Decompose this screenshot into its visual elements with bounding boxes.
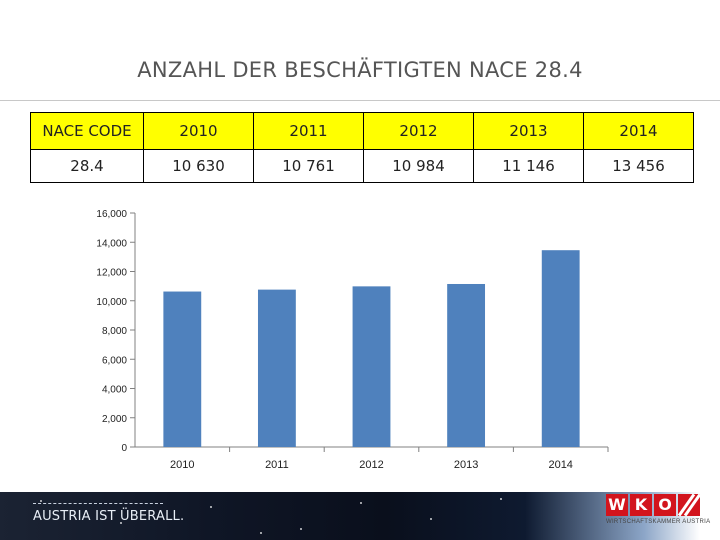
slogan-text: AUSTRIA IST ÜBERALL.	[33, 509, 185, 524]
y-tick-label: 8,000	[102, 326, 127, 337]
logo-slash-icon	[678, 494, 700, 516]
logo-boxes: W K O	[606, 494, 706, 516]
x-tick-label: 2011	[265, 459, 289, 471]
header-cell-2012: 2012	[363, 112, 474, 150]
row-cell-2010: 10 630	[143, 149, 254, 183]
bar	[257, 289, 296, 447]
star-decoration	[120, 522, 122, 524]
logo-letter-o: O	[654, 494, 676, 516]
y-tick-label: 2,000	[102, 414, 127, 425]
bar	[541, 250, 580, 447]
table-header-row: NACE CODE 2010 2011 2012 2013 2014	[30, 112, 694, 150]
row-cell-2014: 13 456	[583, 149, 694, 183]
y-tick-label: 14,000	[96, 238, 127, 249]
row-cell-code: 28.4	[30, 149, 144, 183]
y-tick-label: 12,000	[96, 268, 127, 279]
header-cell-nace-code: NACE CODE	[30, 112, 144, 150]
logo-tagline: WIRTSCHAFTSKAMMER AUSTRIA	[606, 519, 711, 525]
star-decoration	[40, 500, 42, 502]
x-tick-label: 2013	[454, 459, 478, 471]
star-decoration	[260, 532, 262, 534]
row-cell-2012: 10 984	[363, 149, 474, 183]
logo-letter-k: K	[630, 494, 652, 516]
star-decoration	[210, 506, 212, 508]
slogan-divider	[33, 503, 163, 504]
star-decoration	[430, 518, 432, 520]
logo-letter-w: W	[606, 494, 628, 516]
bar	[163, 291, 202, 447]
bar	[447, 283, 486, 447]
wko-logo: W K O WIRTSCHAFTSKAMMER AUSTRIA	[606, 494, 711, 534]
header-cell-2013: 2013	[473, 112, 584, 150]
y-tick-label: 4,000	[102, 385, 127, 396]
bar	[352, 286, 391, 447]
x-tick-label: 2010	[170, 459, 194, 471]
y-tick-label: 6,000	[102, 355, 127, 366]
star-decoration	[300, 528, 302, 530]
page-title: ANZAHL DER BESCHÄFTIGTEN NACE 28.4	[137, 58, 583, 82]
space-banner	[0, 492, 700, 540]
header-cell-2014: 2014	[583, 112, 694, 150]
row-cell-2013: 11 146	[473, 149, 584, 183]
star-decoration	[500, 498, 502, 500]
table-row: 28.4 10 630 10 761 10 984 11 146 13 456	[30, 149, 694, 183]
x-tick-label: 2014	[548, 459, 572, 471]
header-cell-2010: 2010	[143, 112, 254, 150]
row-cell-2011: 10 761	[253, 149, 364, 183]
header-cell-2011: 2011	[253, 112, 364, 150]
star-decoration	[360, 502, 362, 504]
title-divider	[0, 100, 720, 101]
employment-table: NACE CODE 2010 2011 2012 2013 2014 28.4 …	[30, 112, 694, 183]
y-tick-label: 16,000	[96, 209, 127, 220]
y-tick-label: 0	[121, 443, 127, 454]
x-tick-label: 2012	[359, 459, 383, 471]
y-tick-label: 10,000	[96, 297, 127, 308]
bar-chart: 0 2,000 4,000 6,000 8,000 10,000 12,000 14,000 1…	[96, 209, 609, 471]
